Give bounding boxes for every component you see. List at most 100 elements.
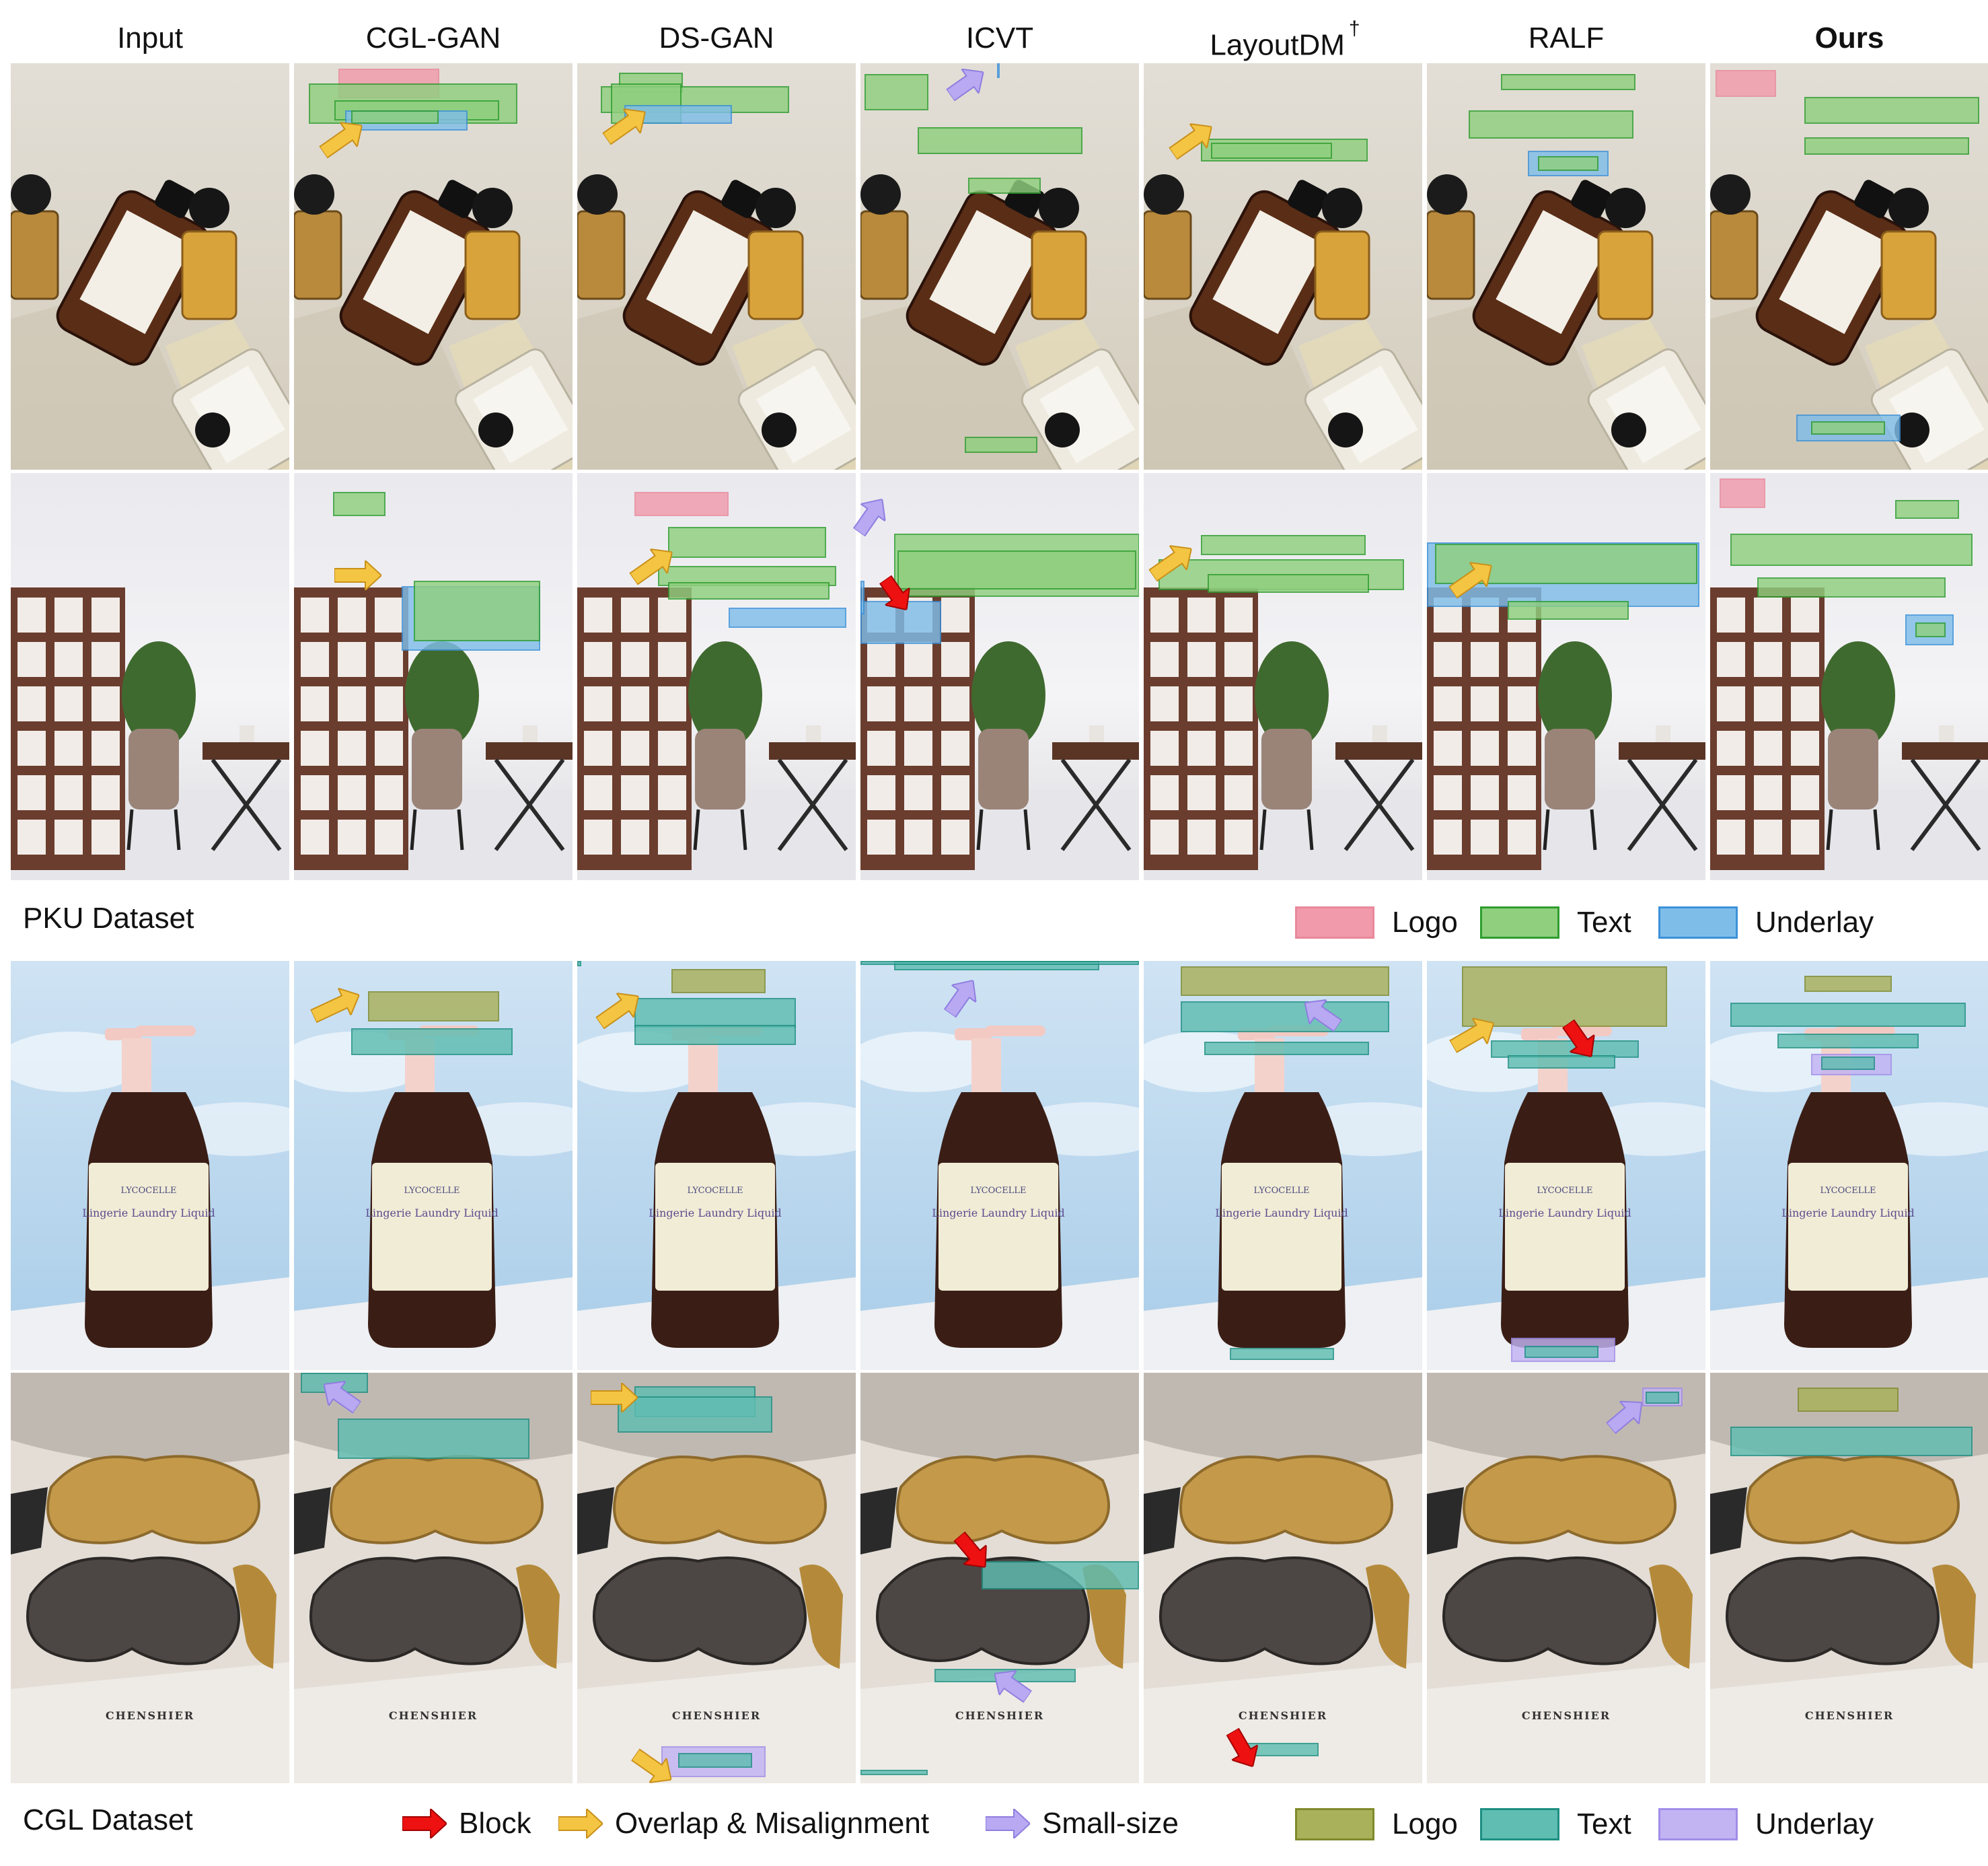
- layout-box-text: [860, 1770, 928, 1775]
- layout-box-text: [577, 961, 581, 966]
- layout-box-text: [414, 581, 540, 641]
- small-size-arrow: [847, 491, 897, 542]
- bottle-product-text: Lingerie Laundry Liquid: [365, 1207, 499, 1219]
- layout-box-logo: [634, 492, 729, 516]
- layout-box-text: [897, 550, 1136, 589]
- panel-image: CHENSHIER: [1144, 1373, 1422, 1783]
- small-size-arrow: [1601, 1391, 1653, 1442]
- panel-row2-ours: [1710, 473, 1988, 880]
- legend-label: Logo: [1392, 906, 1458, 939]
- overlap-arrow: [1165, 114, 1222, 168]
- mask-brand-text: CHENSHIER: [1522, 1709, 1611, 1722]
- layout-box-logo: [1462, 966, 1667, 1027]
- block-arrow: [871, 571, 919, 620]
- legend-swatch: [1480, 1808, 1559, 1840]
- panel-row2-input: [11, 473, 289, 880]
- column-header-label: ICVT: [965, 22, 1034, 55]
- bottle-product-text: Lingerie Laundry Liquid: [932, 1207, 1065, 1219]
- layout-box-text: [1524, 1346, 1598, 1358]
- layout-box-text: [1508, 1055, 1615, 1069]
- layout-box-logo: [1181, 966, 1389, 996]
- layout-box-text: [1915, 622, 1946, 637]
- cgl-legend-text: Text: [1480, 1807, 1631, 1841]
- panel-row3-layoutdm: LYCOCELLE Lingerie Laundry Liquid: [1144, 961, 1422, 1370]
- column-header-label: Ours: [1814, 22, 1884, 55]
- small-size-arrow: [1296, 988, 1348, 1038]
- column-header-cgl-gan: CGL-GAN: [294, 15, 573, 62]
- panel-image: LYCOCELLE Lingerie Laundry Liquid: [860, 961, 1139, 1370]
- panel-image: [294, 63, 573, 470]
- overlap-arrow: [1144, 536, 1202, 590]
- layout-box-text: [1501, 74, 1635, 90]
- column-header-label: DS-GAN: [659, 22, 774, 55]
- arrow-legend-label: Overlap & Misalignment: [615, 1807, 930, 1840]
- panel-image: CHENSHIER: [11, 1373, 289, 1783]
- layout-box-text: [864, 74, 928, 110]
- layout-box-logo: [1798, 1388, 1899, 1412]
- panel-image: [577, 473, 856, 880]
- panel-row3-ours: LYCOCELLE Lingerie Laundry Liquid: [1710, 961, 1988, 1370]
- panel-image: [577, 63, 856, 470]
- layout-box-text: [1508, 601, 1629, 620]
- panel-row3-input: LYCOCELLE Lingerie Laundry Liquid: [11, 961, 289, 1370]
- mask-brand-text: CHENSHIER: [672, 1709, 761, 1722]
- bottle-brand-text: LYCOCELLE: [971, 1186, 1027, 1196]
- bottle-product-text: Lingerie Laundry Liquid: [649, 1207, 782, 1219]
- layout-box-text: [965, 437, 1037, 453]
- layout-box-text: [1804, 97, 1979, 124]
- panel-row4-ds-gan: CHENSHIER: [577, 1373, 856, 1783]
- layout-box-logo: [1720, 478, 1765, 508]
- mask-brand-text: CHENSHIER: [955, 1709, 1044, 1722]
- panel-image: [11, 63, 289, 470]
- legend-label: Underlay: [1755, 1807, 1874, 1840]
- layout-box-text: [301, 1373, 368, 1393]
- legend-swatch: [1658, 906, 1738, 939]
- layout-box-text: [678, 1753, 752, 1768]
- panel-row1-ralf: [1427, 63, 1705, 470]
- column-header-label: LayoutDM: [1210, 28, 1345, 62]
- layout-box-text: [1538, 156, 1598, 171]
- panel-row2-icvt: [860, 473, 1139, 880]
- layout-box-logo: [1804, 976, 1892, 992]
- panel-image: [860, 63, 1139, 470]
- panel-row1-ours: [1710, 63, 1988, 470]
- bottle-product-text: Lingerie Laundry Liquid: [1498, 1207, 1631, 1219]
- arrow-legend-block: Block: [402, 1803, 531, 1844]
- block-arrow: [945, 1527, 996, 1579]
- layout-box-text: [1211, 143, 1332, 159]
- pku-legend-logo: Logo: [1295, 906, 1458, 939]
- legend-label: Text: [1577, 1807, 1631, 1840]
- mask-brand-text: CHENSHIER: [389, 1709, 478, 1722]
- panel-row4-layoutdm: CHENSHIER: [1144, 1373, 1422, 1783]
- panel-image: LYCOCELLE Lingerie Laundry Liquid: [577, 961, 856, 1370]
- panel-row1-layoutdm: [1144, 63, 1422, 470]
- arrow-legend-label: Small-size: [1042, 1807, 1179, 1840]
- panel-row4-ralf: CHENSHIER: [1427, 1373, 1705, 1783]
- layout-box-text: [338, 1419, 529, 1459]
- layout-box-text: [618, 1396, 772, 1433]
- layout-box-text: [982, 1561, 1139, 1589]
- overlap-arrow: [334, 559, 383, 594]
- layout-box-under: [997, 63, 1000, 78]
- panel-image: LYCOCELLE Lingerie Laundry Liquid: [1710, 961, 1988, 1370]
- bottle-product-text: Lingerie Laundry Liquid: [82, 1207, 215, 1219]
- small-size-arrow: [942, 60, 994, 110]
- legend-label: Logo: [1392, 1807, 1458, 1840]
- panel-image: [1427, 473, 1705, 880]
- legend-label: Underlay: [1755, 906, 1874, 939]
- layout-box-text: [1811, 421, 1885, 435]
- layout-box-text: [1230, 1348, 1334, 1360]
- layout-box-text: [918, 127, 1082, 154]
- pku-legend-underlay: Underlay: [1658, 906, 1874, 939]
- panel-row3-icvt: LYCOCELLE Lingerie Laundry Liquid: [860, 961, 1139, 1370]
- bottle-brand-text: LYCOCELLE: [404, 1186, 460, 1196]
- column-header-ds-gan: DS-GAN: [577, 15, 856, 62]
- small-size-arrow: [938, 972, 988, 1024]
- arrow-legend-overlap-misalignment: Overlap & Misalignment: [558, 1803, 929, 1844]
- layout-box-text: [1804, 137, 1969, 155]
- legend-swatch: [1658, 1808, 1738, 1840]
- bottle-product-text: Lingerie Laundry Liquid: [1781, 1207, 1915, 1219]
- panel-row4-ours: CHENSHIER: [1710, 1373, 1988, 1783]
- overlap-arrow: [590, 1381, 639, 1416]
- panel-image: [11, 473, 289, 880]
